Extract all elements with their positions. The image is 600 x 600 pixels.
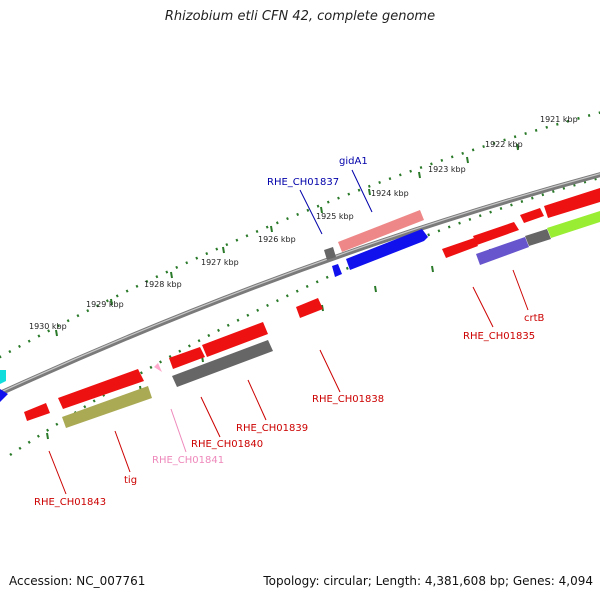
gene-blue-small[interactable] <box>332 264 342 277</box>
gene-label-rhe-ch01843[interactable]: RHE_CH01843 <box>34 497 106 508</box>
gene-red-a[interactable] <box>520 208 544 223</box>
gene-red-tig[interactable] <box>58 369 144 409</box>
gene-label-crtB[interactable]: crtB <box>524 313 545 324</box>
gene-red-1843[interactable] <box>24 403 50 421</box>
gene-blue[interactable] <box>346 229 428 270</box>
gene-label-rhe-ch01840[interactable]: RHE_CH01840 <box>191 439 263 450</box>
map-title: Rhizobium etli CFN 42, complete genome <box>164 9 436 24</box>
accession-text: Accession: NC_007761 <box>9 574 146 588</box>
gene-gray-1837[interactable] <box>324 247 336 260</box>
gene-red-b[interactable] <box>544 188 600 218</box>
gene-blue-left[interactable] <box>0 389 8 402</box>
gene-red-1840[interactable] <box>169 347 205 369</box>
genome-stats-text: Topology: circular; Length: 4,381,608 bp… <box>263 574 593 588</box>
outer-ticks <box>55 143 519 337</box>
gene-red-1838[interactable] <box>296 298 323 318</box>
kbp-label-1929: 1929 kbp <box>86 300 124 309</box>
kbp-label-1927: 1927 kbp <box>201 258 239 267</box>
outer-scale-arc <box>0 111 600 359</box>
kbp-label-1924: 1924 kbp <box>371 189 409 198</box>
gene-label-rhe-ch01839[interactable]: RHE_CH01839 <box>236 423 308 434</box>
gene-red-1839[interactable] <box>202 322 268 357</box>
gene-cyan[interactable] <box>0 370 6 384</box>
gene-lime[interactable] <box>547 211 600 238</box>
kbp-label-1921: 1921 kbp <box>540 115 578 124</box>
gene-pink-gidA1[interactable] <box>338 210 424 252</box>
leader-lines <box>48 169 529 495</box>
gene-label-tig[interactable]: tig <box>124 475 137 486</box>
gene-lightpink-1841[interactable] <box>154 363 162 372</box>
gene-gray-a[interactable] <box>525 229 551 246</box>
gene-red-1835a[interactable] <box>442 238 478 258</box>
gene-label-rhe-ch01835[interactable]: RHE_CH01835 <box>463 331 535 342</box>
gene-red-1835b[interactable] <box>473 222 519 245</box>
gene-label-rhe-ch01838[interactable]: RHE_CH01838 <box>312 394 384 405</box>
gene-label-rhe-ch01837[interactable]: RHE_CH01837 <box>267 177 339 188</box>
kbp-label-1922: 1922 kbp <box>485 140 523 149</box>
gene-arrows <box>0 188 600 428</box>
gene-purple-crtB[interactable] <box>476 237 529 265</box>
kbp-label-1925: 1925 kbp <box>316 212 354 221</box>
genome-backbone <box>0 172 600 397</box>
kbp-label-1923: 1923 kbp <box>428 165 466 174</box>
kbp-label-1930: 1930 kbp <box>29 322 67 331</box>
kbp-label-1926: 1926 kbp <box>258 235 296 244</box>
gene-label-rhe-ch01841[interactable]: RHE_CH01841 <box>152 455 224 466</box>
gene-label-gidA1[interactable]: gidA1 <box>339 156 368 167</box>
gene-olive-tig[interactable] <box>62 386 152 428</box>
kbp-label-1928: 1928 kbp <box>144 280 182 289</box>
gene-gray-1839[interactable] <box>172 340 273 387</box>
